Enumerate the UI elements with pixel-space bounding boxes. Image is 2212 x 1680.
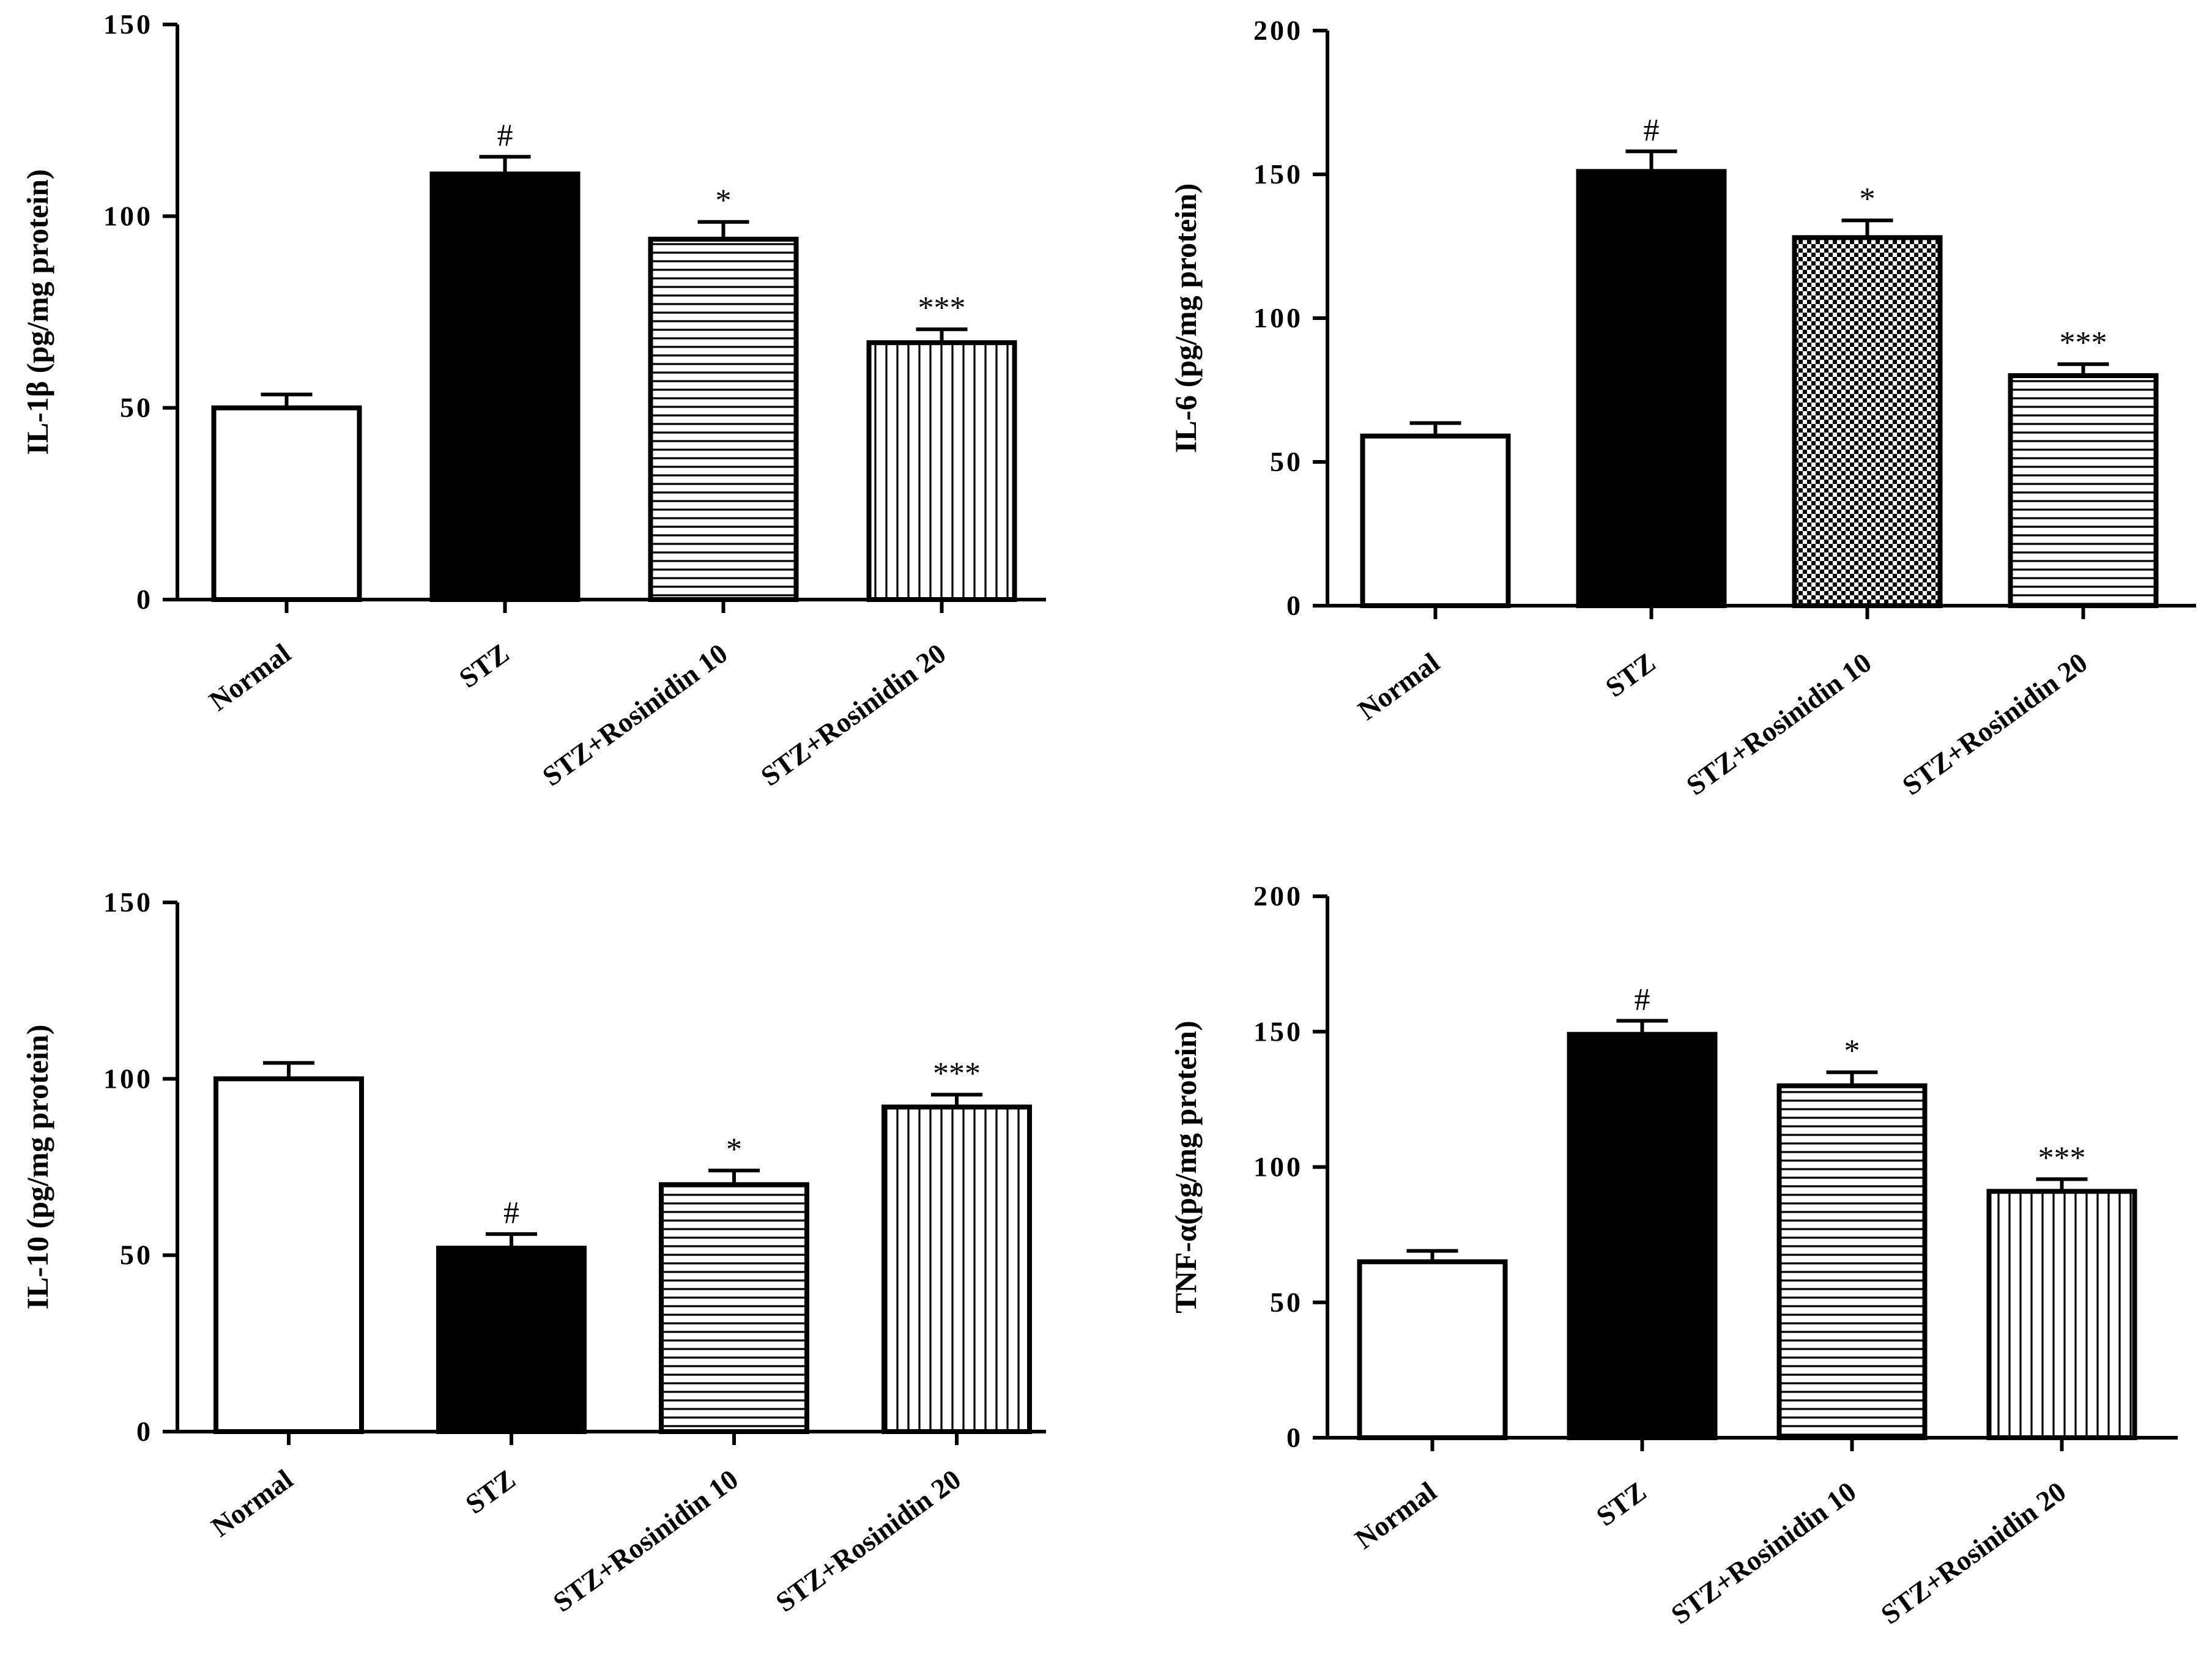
y-axis-title: IL-6 (pg/mg protein) <box>1168 184 1203 453</box>
bar <box>1360 433 1511 608</box>
significance-marker: *** <box>918 291 966 325</box>
y-tick-label: 100 <box>1253 302 1303 333</box>
y-tick-label: 200 <box>1253 15 1303 46</box>
bar <box>436 1246 587 1434</box>
chart-panel-top-right: 0 50 100 150 200 IL-6 (pg/mg protein) Normal # S… <box>1168 15 2196 801</box>
x-tick-label: STZ <box>460 1463 521 1520</box>
bar <box>866 340 1017 603</box>
significance-marker: * <box>716 184 732 218</box>
x-tick-label: Normal <box>1352 647 1445 726</box>
significance-marker: # <box>497 118 513 153</box>
bar <box>648 236 799 602</box>
y-tick-label: 0 <box>1286 590 1303 621</box>
x-tick-label: STZ+Rosinidin 20 <box>1875 1476 2071 1630</box>
y-tick-label: 150 <box>103 9 153 40</box>
y-tick-label: 50 <box>120 392 153 423</box>
x-tick-label: Normal <box>1349 1476 1442 1555</box>
chart-panel-top-left: 0 50 100 150 IL-1β (pg/mg protein) Normal # STZ… <box>20 9 1046 792</box>
y-axis-title: TNF-α(pg/mg protein) <box>1168 1020 1203 1313</box>
significance-marker: # <box>1635 983 1650 1017</box>
x-tick-label: STZ+Rosinidin 20 <box>770 1463 967 1618</box>
y-tick-label: 50 <box>1270 1287 1303 1318</box>
bar <box>429 171 581 602</box>
bar <box>2008 373 2159 608</box>
y-tick-label: 200 <box>1253 880 1303 912</box>
y-tick-label: 150 <box>1253 1016 1303 1047</box>
chart-panel-bottom-left: 0 50 100 150 IL-10 (pg/mg protein) Normal # STZ… <box>20 886 1046 1618</box>
significance-marker: * <box>1860 182 1876 217</box>
bar <box>211 405 362 603</box>
significance-marker: *** <box>933 1056 981 1091</box>
x-tick-label: Normal <box>203 637 296 717</box>
x-tick-label: STZ <box>1600 647 1661 703</box>
significance-marker: * <box>726 1132 742 1167</box>
bar <box>213 1076 364 1435</box>
y-tick-label: 100 <box>1253 1151 1303 1183</box>
y-tick-label: 0 <box>136 584 153 615</box>
y-tick-label: 100 <box>103 200 153 231</box>
significance-marker: *** <box>2038 1140 2086 1175</box>
x-tick-label: STZ+Rosinidin 20 <box>1896 647 2093 801</box>
x-tick-label: Normal <box>206 1463 299 1543</box>
y-tick-label: 0 <box>136 1416 153 1447</box>
significance-marker: # <box>1644 113 1660 147</box>
significance-marker: *** <box>2060 325 2107 360</box>
significance-marker: * <box>1844 1034 1860 1069</box>
x-tick-label: STZ <box>1590 1476 1652 1532</box>
y-tick-label: 150 <box>103 886 153 918</box>
x-tick-label: STZ <box>453 637 514 694</box>
bar <box>1792 235 1943 608</box>
y-tick-label: 100 <box>103 1063 153 1094</box>
bar <box>1576 169 1727 608</box>
bar <box>1357 1259 1508 1440</box>
significance-marker: # <box>503 1195 519 1230</box>
y-tick-label: 150 <box>1253 158 1303 190</box>
x-tick-label: STZ+Rosinidin 10 <box>1665 1476 1861 1630</box>
y-tick-label: 50 <box>120 1240 153 1271</box>
y-tick-label: 50 <box>1270 446 1303 477</box>
x-tick-label: STZ+Rosinidin 10 <box>1680 647 1877 801</box>
y-tick-label: 0 <box>1286 1422 1303 1453</box>
chart-panel-bottom-right: 0 50 100 150 200 TNF-α(pg/mg protein) Normal # S… <box>1168 880 2178 1630</box>
bar <box>1986 1189 2137 1440</box>
y-axis-title: IL-10 (pg/mg protein) <box>20 1025 54 1310</box>
bar <box>659 1182 809 1435</box>
x-tick-label: STZ+Rosinidin 20 <box>755 637 951 792</box>
bar <box>1567 1031 1718 1441</box>
x-tick-label: STZ+Rosinidin 10 <box>536 637 733 792</box>
bar <box>1776 1083 1928 1440</box>
x-tick-label: STZ+Rosinidin 10 <box>547 1463 744 1618</box>
y-axis-title: IL-1β (pg/mg protein) <box>20 169 54 455</box>
bar <box>881 1104 1032 1434</box>
